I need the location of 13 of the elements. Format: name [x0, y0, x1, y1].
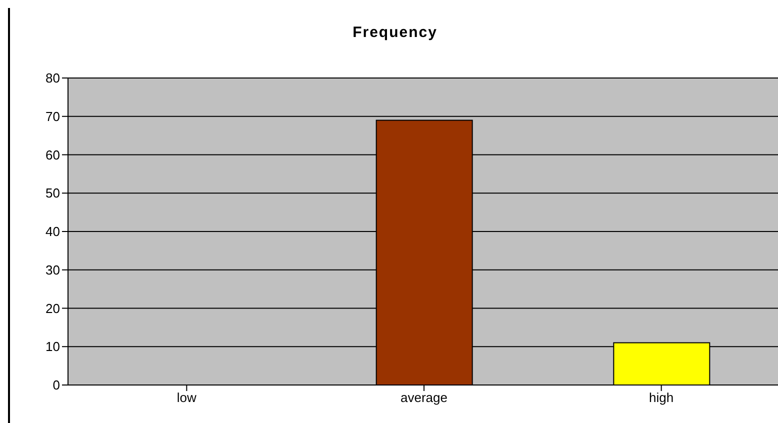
y-tick-label: 0	[52, 378, 60, 393]
y-tick-label: 30	[46, 262, 60, 278]
chart-title: Frequency	[352, 24, 438, 41]
y-tick-label: 20	[46, 300, 60, 316]
x-tick-label: high	[649, 390, 674, 406]
x-tick-label: average	[400, 390, 448, 406]
y-tick-label: 80	[46, 70, 60, 86]
y-tick-label: 70	[46, 108, 60, 124]
y-tick-label: 40	[46, 224, 60, 240]
y-tick-label: 10	[46, 339, 60, 354]
y-tick-label: 50	[46, 186, 60, 201]
x-tick-label: low	[176, 390, 198, 406]
y-tick-label: 60	[46, 147, 60, 162]
